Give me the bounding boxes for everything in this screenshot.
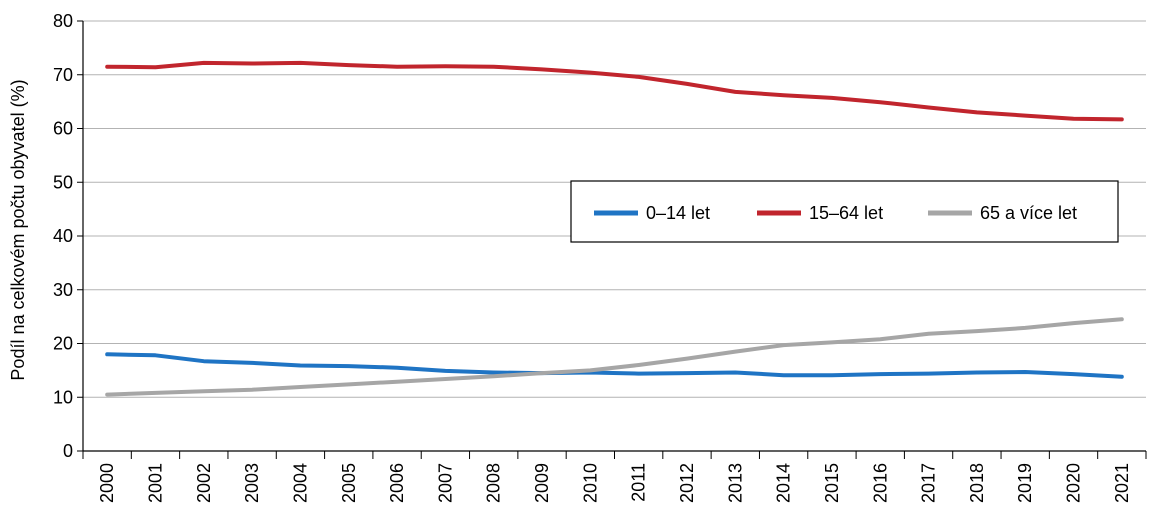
y-tick-labels: 0 10 20 30 40 50 60 70 80 [53,11,73,461]
legend-label-2: 15–64 let [809,203,883,223]
x-tick-label: 2017 [919,463,939,503]
x-tick-label: 2011 [629,463,649,502]
x-tick-label: 2013 [725,463,745,503]
x-tick-label: 2010 [580,463,600,503]
series-line-1 [105,352,1124,379]
legend-box [570,180,1119,243]
y-tick-label: 50 [53,172,73,192]
y-tick-label: 40 [53,226,73,246]
x-tick-label: 2003 [242,463,262,503]
x-tick-label: 2007 [435,463,455,503]
x-tick-label: 2019 [1015,463,1035,503]
x-tick-labels: 2000 2001 2002 2003 2004 2005 2006 2007 2008 2009… [97,463,1132,503]
y-tick-label: 0 [63,441,73,461]
x-tick-label: 2005 [339,463,359,503]
x-tick-label: 2015 [822,463,842,503]
x-tick-label: 2016 [870,463,890,503]
axes [77,20,1147,459]
x-tick-label: 2006 [387,463,407,503]
y-tick-label: 30 [53,280,73,300]
legend: 0–14 let 15–64 let 65 a více let [570,180,1119,243]
series-line-3 [105,317,1124,397]
x-tick-label: 2012 [677,463,697,503]
y-tick-label: 60 [53,119,73,139]
x-tick-label: 2021 [1112,463,1132,503]
legend-label-1: 0–14 let [646,203,710,223]
x-tick-label: 2000 [97,463,117,503]
y-tick-label: 20 [53,334,73,354]
series-line-2 [105,60,1124,122]
x-tick-label: 2009 [532,463,552,503]
x-tick-label: 2014 [774,463,794,503]
legend-label-3: 65 a více let [980,203,1077,223]
x-tick-label: 2020 [1064,463,1084,503]
x-tick-label: 2001 [145,463,165,503]
series-lines [105,60,1124,397]
y-tick-label: 70 [53,65,73,85]
x-tick-label: 2008 [484,463,504,503]
x-tick-label: 2002 [194,463,214,503]
y-tick-label: 80 [53,11,73,31]
y-axis-title: Podíl na celkovém počtu obyvatel (%) [8,79,28,380]
x-tick-label: 2018 [967,463,987,503]
x-tick-label: 2004 [290,463,310,503]
y-tick-label: 10 [53,387,73,407]
